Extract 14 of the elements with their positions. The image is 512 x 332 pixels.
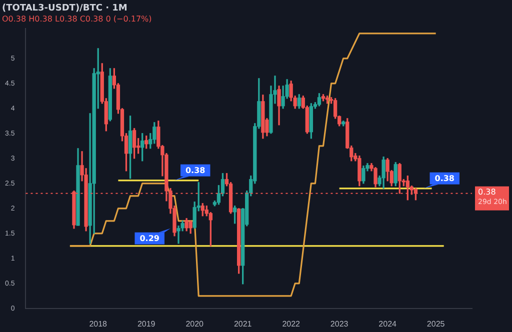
text: 0.38 [478, 187, 496, 196]
x-tick-label: 2019 [137, 319, 156, 328]
x-tick-label: 2024 [378, 319, 398, 328]
x-tick-label: 2020 [186, 319, 204, 328]
annotation: 0.38 [434, 174, 455, 183]
annotation: 0.29 [140, 234, 160, 243]
chart-title: (TOTAL3-USDT)/BTC · 1M [2, 4, 128, 14]
annotation: 0.38 [185, 166, 206, 175]
x-tick-label: 2025 [426, 319, 446, 328]
x-tick-label: 2023 [330, 319, 349, 328]
chart-subtitle: O0.38 H0.38 L0.38 C0.38 0 (−0.17%) [2, 14, 152, 24]
x-tick-label: 2022 [282, 319, 301, 328]
x-tick-label: 2018 [89, 319, 108, 328]
x-tick-label: 2021 [234, 319, 252, 328]
